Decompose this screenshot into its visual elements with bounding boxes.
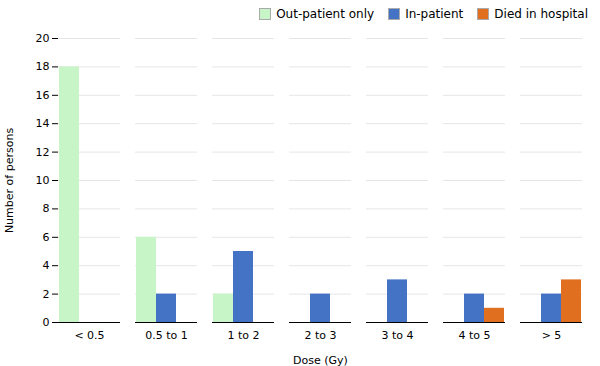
svg-text:3 to 4: 3 to 4: [381, 329, 413, 342]
svg-text:16: 16: [36, 89, 50, 102]
svg-text:1 to 2: 1 to 2: [227, 329, 259, 342]
svg-text:2 to 3: 2 to 3: [304, 329, 336, 342]
svg-text:18: 18: [36, 60, 50, 73]
svg-text:< 0.5: < 0.5: [74, 329, 104, 342]
svg-text:20: 20: [36, 32, 50, 45]
svg-text:4 to 5: 4 to 5: [458, 329, 490, 342]
svg-text:10: 10: [36, 174, 50, 187]
html-text:In-patient: In-patient: [405, 7, 464, 21]
svg-text:2: 2: [43, 288, 50, 301]
svg-text:Dose (Gy): Dose (Gy): [293, 354, 348, 366]
html-text:Out-patient only: Out-patient only: [276, 7, 375, 21]
svg-text:0.5 to 1: 0.5 to 1: [145, 329, 188, 342]
svg-text:14: 14: [36, 117, 50, 130]
svg-text:Number of persons: Number of persons: [3, 128, 16, 233]
svg-text:6: 6: [43, 231, 50, 244]
svg-text:4: 4: [43, 259, 50, 272]
html-text:Died in hospital: Died in hospital: [494, 7, 588, 21]
svg-text:12: 12: [36, 146, 50, 159]
svg-text:> 5: > 5: [542, 329, 562, 342]
svg-text:8: 8: [43, 202, 50, 215]
svg-text:0: 0: [43, 316, 50, 329]
